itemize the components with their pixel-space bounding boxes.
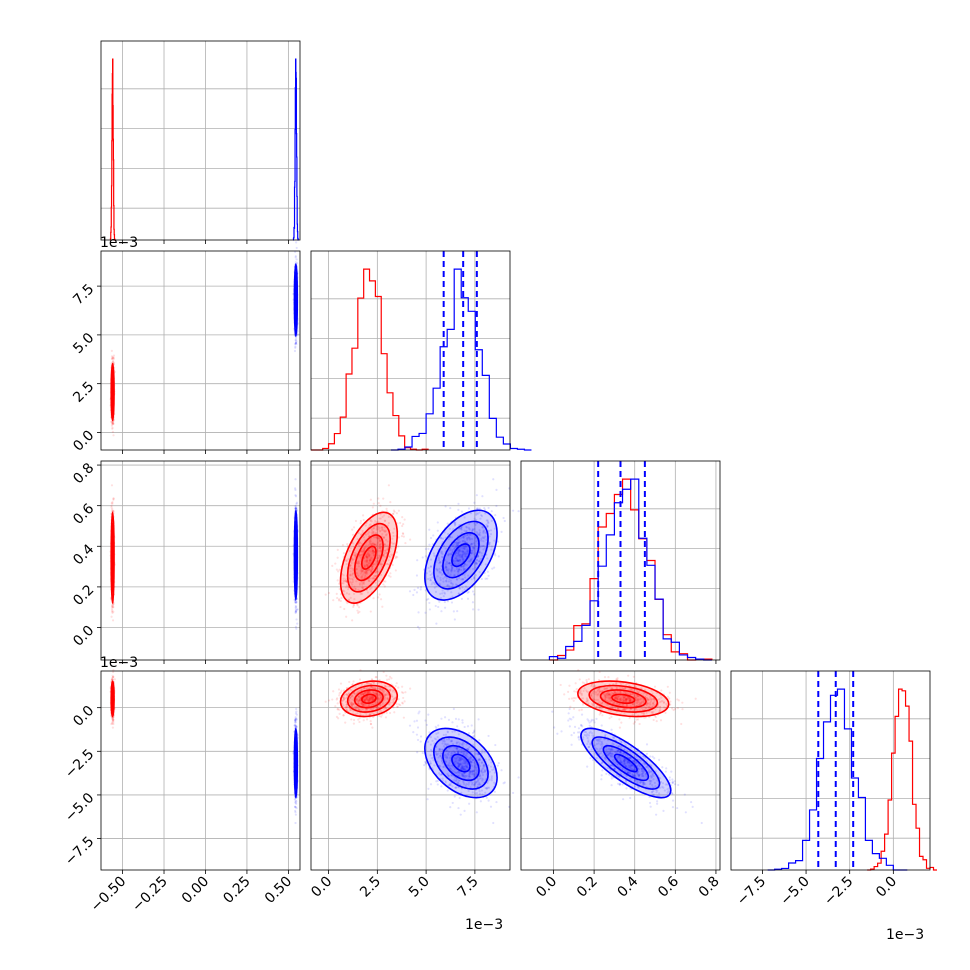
y-tick-label-1-3: 7.5 bbox=[70, 281, 97, 308]
x-tick-label-3-0: −7.5 bbox=[734, 874, 769, 909]
x-tick-label-3-2: −2.5 bbox=[821, 874, 856, 909]
contour-2-1-series0-1 bbox=[346, 522, 391, 593]
scatter-3-2-series1 bbox=[551, 707, 703, 825]
x-tick-label-0-0: −0.50 bbox=[88, 874, 130, 916]
panel-frame-2-0 bbox=[100, 460, 301, 661]
x-tick-label-2-3: 0.6 bbox=[655, 873, 682, 900]
x-tick-label-0-3: 0.25 bbox=[220, 874, 253, 907]
contour-2-1-series1-1 bbox=[433, 520, 489, 590]
x-tick-label-2-4: 0.8 bbox=[696, 874, 723, 901]
histogram-2-series0 bbox=[549, 478, 713, 661]
histogram-1-series1 bbox=[390, 268, 532, 451]
histogram-0-series0 bbox=[109, 58, 116, 241]
panel-frame-3-2 bbox=[520, 670, 721, 871]
histogram-1-series0 bbox=[311, 268, 429, 451]
contour-3-2-series0-1 bbox=[588, 684, 659, 713]
histogram-3-series1 bbox=[767, 688, 908, 871]
contour-3-2-series0-0 bbox=[577, 680, 670, 718]
x-tick-label-2-2: 0.4 bbox=[614, 873, 641, 900]
contour-3-1-series1-1 bbox=[433, 736, 489, 790]
contour-2-1-series0-2 bbox=[353, 534, 384, 582]
x-tick-label-0-4: 0.50 bbox=[262, 874, 295, 907]
contour-2-0-series1-3 bbox=[294, 543, 298, 568]
x-tick-label-0-2: 0.00 bbox=[179, 874, 212, 907]
y-tick-label-3-0: −7.5 bbox=[62, 834, 97, 869]
contour-2-1-series0-0 bbox=[339, 511, 399, 604]
x-tick-label-1-2: 5.0 bbox=[406, 874, 433, 901]
panel-frame-3-1 bbox=[310, 670, 511, 871]
panel-frame-1-1 bbox=[310, 250, 511, 451]
histogram-2-series1 bbox=[548, 478, 712, 661]
histogram-0-series1 bbox=[292, 58, 299, 241]
contour-2-1-series1-0 bbox=[424, 509, 498, 601]
y-tick-label-2-3: 0.6 bbox=[70, 501, 97, 528]
x-tick-label-3-1: −5.0 bbox=[778, 874, 813, 909]
contour-2-1-series1-3 bbox=[451, 543, 471, 568]
contour-2-0-series0-3 bbox=[111, 545, 114, 570]
contour-3-1-series0-2 bbox=[353, 689, 384, 709]
contour-3-0-series0-3 bbox=[111, 693, 114, 705]
contour-3-2-series1-0 bbox=[580, 727, 672, 799]
contour-1-0-series1-3 bbox=[294, 290, 298, 310]
contour-3-1-series1-3 bbox=[451, 753, 471, 773]
panel-frame-1-0 bbox=[100, 250, 301, 451]
x-tick-label-2-1: 0.2 bbox=[574, 874, 601, 901]
x-offset-label-col3: 1e−3 bbox=[886, 927, 924, 943]
x-tick-label-1-1: 2.5 bbox=[357, 874, 384, 901]
x-tick-label-1-0: 0.0 bbox=[308, 874, 335, 901]
y-tick-label-3-2: −2.5 bbox=[62, 746, 97, 781]
y-tick-label-1-0: 0.0 bbox=[70, 427, 97, 454]
panel-frame-2-1 bbox=[310, 460, 511, 661]
panel-frame-0-0 bbox=[100, 40, 301, 241]
contour-3-1-series1-0 bbox=[424, 727, 498, 799]
contour-3-2-series0-2 bbox=[599, 689, 647, 709]
contour-2-1-series0-3 bbox=[361, 545, 377, 570]
contour-3-2-series1-3 bbox=[613, 753, 638, 773]
y-tick-label-2-0: 0.0 bbox=[70, 623, 97, 650]
histogram-3-series0 bbox=[867, 688, 937, 871]
y-tick-label-1-2: 5.0 bbox=[70, 330, 97, 357]
contour-1-0-series0-3 bbox=[111, 384, 114, 400]
y-offset-label-row1: 1e−3 bbox=[100, 235, 138, 251]
contour-3-1-series0-3 bbox=[361, 693, 377, 705]
panel-frame-2-2 bbox=[520, 460, 721, 661]
y-tick-label-2-2: 0.4 bbox=[70, 541, 97, 568]
y-tick-label-3-1: −5.0 bbox=[62, 790, 97, 825]
y-offset-label-row3: 1e−3 bbox=[100, 655, 138, 671]
contour-3-2-series0-3 bbox=[611, 693, 636, 705]
x-tick-label-1-3: 7.5 bbox=[455, 874, 482, 901]
panel-frame-3-3 bbox=[730, 670, 931, 871]
x-offset-label-col1: 1e−3 bbox=[465, 917, 503, 933]
x-tick-label-3-3: 0.0 bbox=[873, 874, 900, 901]
y-tick-label-1-1: 2.5 bbox=[70, 379, 97, 406]
contour-3-0-series1-3 bbox=[294, 753, 298, 773]
y-tick-label-3-3: 0.0 bbox=[70, 703, 97, 730]
x-tick-label-0-1: −0.25 bbox=[129, 874, 171, 916]
scatter-3-2-series0 bbox=[559, 669, 697, 729]
panel-frame-3-0 bbox=[100, 670, 301, 871]
contour-3-2-series1-1 bbox=[591, 736, 661, 790]
y-tick-label-2-4: 0.8 bbox=[70, 460, 97, 487]
x-tick-label-2-0: 0.0 bbox=[533, 874, 560, 901]
contour-3-1-series1-2 bbox=[442, 744, 480, 782]
y-tick-label-2-1: 0.2 bbox=[70, 582, 97, 609]
contour-2-1-series1-2 bbox=[442, 531, 480, 579]
